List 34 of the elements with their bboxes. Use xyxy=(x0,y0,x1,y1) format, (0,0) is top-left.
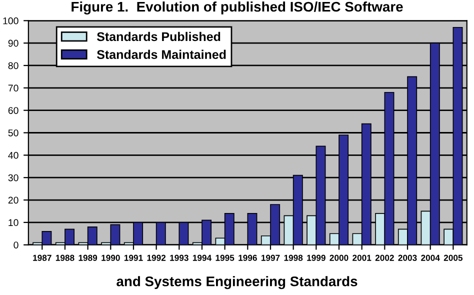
y-tick-label: 50 xyxy=(8,129,18,136)
x-tick-label: 1999 xyxy=(307,254,326,261)
x-tick-label: 1988 xyxy=(56,254,74,261)
y-tick-label: 40 xyxy=(8,152,18,159)
y-tick-label: 20 xyxy=(8,196,18,204)
y-tick-label: 30 xyxy=(8,174,18,182)
y-tick-label: 100 xyxy=(3,17,18,24)
x-tick-label: 1992 xyxy=(147,254,166,261)
x-tick-label: 1994 xyxy=(192,254,212,261)
x-tick-label: 2002 xyxy=(375,254,394,261)
x-tick-label: 2001 xyxy=(352,254,372,261)
x-tick-label: 1995 xyxy=(216,254,234,261)
x-tick-label: 2004 xyxy=(421,254,440,261)
y-tick-label: 60 xyxy=(8,107,18,114)
x-tick-label: 1991 xyxy=(124,254,143,261)
y-tick-label: 90 xyxy=(8,40,18,47)
x-tick-label: 1993 xyxy=(170,254,188,261)
x-tick-label: 1996 xyxy=(238,254,257,261)
legend-label: Standards Maintained xyxy=(96,50,226,59)
y-tick-label: 10 xyxy=(8,219,18,226)
text: and Systems Engineering Standards xyxy=(116,276,358,290)
x-tick-label: 1987 xyxy=(33,254,52,261)
chart-title: Figure 1. Evolution of published ISO/IEC Software xyxy=(72,1,403,14)
x-tick-label: 2005 xyxy=(444,254,463,261)
y-tick-label: 0 xyxy=(14,242,18,248)
x-tick-label: 1997 xyxy=(261,254,280,261)
x-tick-label: 1989 xyxy=(78,254,98,261)
legend-label: Standards Published xyxy=(96,32,220,42)
x-tick-label: 2003 xyxy=(398,254,417,261)
y-tick-label: 70 xyxy=(8,84,18,92)
x-tick-label: 1990 xyxy=(102,254,120,261)
y-tick-label: 80 xyxy=(8,62,18,70)
x-tick-label: 2000 xyxy=(330,254,348,261)
x-tick-label: 1998 xyxy=(284,254,303,261)
